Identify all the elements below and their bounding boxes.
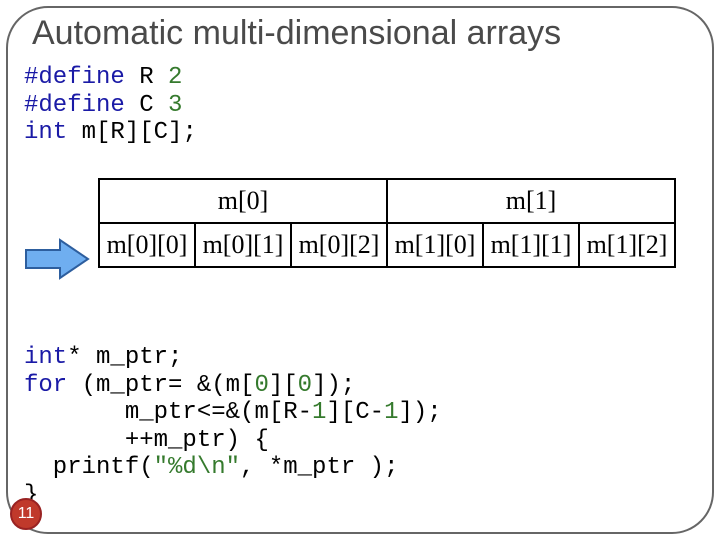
table-cell: m[1][0] [387,223,483,267]
code-text: ]); [398,399,441,426]
code-text: (m_ptr= &(m[ [67,372,254,399]
table-cell: m[0][0] [99,223,195,267]
code-block-declaration: #define R 2 #define C 3 int m[R][C]; [24,64,197,147]
number-literal: 1 [312,399,326,426]
number-literal: 0 [254,372,268,399]
table-cell: m[1][2] [579,223,675,267]
table-header-cell: m[1] [387,179,675,223]
arrow-shape [26,240,88,278]
code-text: C [125,92,168,119]
code-text: m[R][C]; [67,119,197,146]
table-cell: m[0][1] [195,223,291,267]
code-text: R [125,64,168,91]
table-header-cell: m[0] [99,179,387,223]
code-text: ]); [312,372,355,399]
number-literal: 2 [168,64,182,91]
keyword-define: #define [24,64,125,91]
code-text: ][C- [326,399,384,426]
page-number-badge: 11 [10,498,42,530]
string-literal: "%d\n" [154,454,240,481]
keyword-for: for [24,372,67,399]
keyword-define: #define [24,92,125,119]
keyword-int: int [24,344,67,371]
code-text: printf( [24,454,154,481]
number-literal: 1 [384,399,398,426]
table-cell: m[0][2] [291,223,387,267]
code-text: ][ [269,372,298,399]
pointer-arrow-icon [22,238,92,285]
number-literal: 3 [168,92,182,119]
slide-title: Automatic multi-dimensional arrays [32,14,561,53]
memory-layout-table: m[0] m[1] m[0][0] m[0][1] m[0][2] m[1][0… [98,178,676,268]
code-block-loop: int* m_ptr; for (m_ptr= &(m[0][0]); m_pt… [24,344,442,510]
code-text: ++m_ptr) { [24,427,269,454]
code-text: , *m_ptr ); [240,454,398,481]
keyword-int: int [24,119,67,146]
code-text: * m_ptr; [67,344,182,371]
table-cell: m[1][1] [483,223,579,267]
code-text: m_ptr<=&(m[R- [24,399,312,426]
number-literal: 0 [298,372,312,399]
